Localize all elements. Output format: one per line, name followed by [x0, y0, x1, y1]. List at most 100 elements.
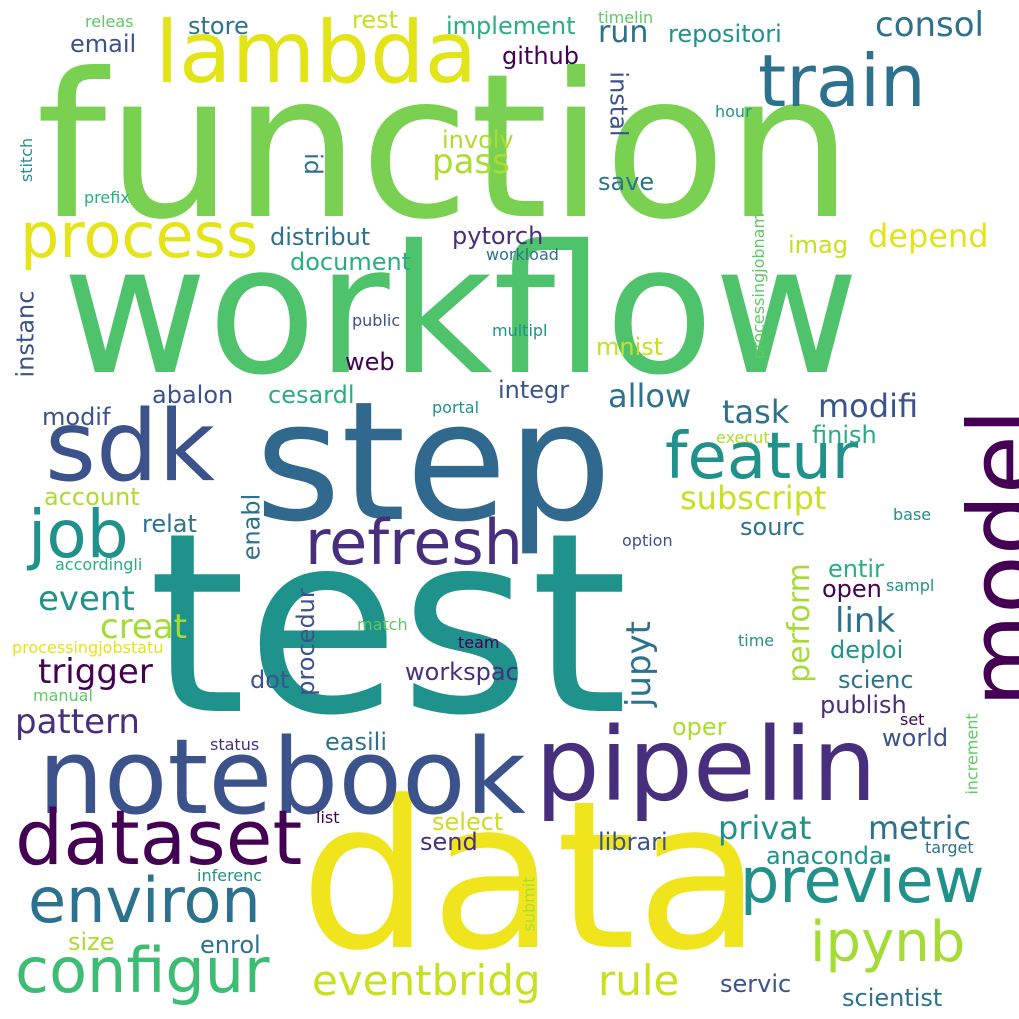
word-list: list	[316, 808, 340, 827]
word-modif: modif	[42, 403, 111, 431]
word-eventbridg: eventbridg	[312, 956, 541, 1005]
word-implement: implement	[446, 12, 576, 40]
word-instanc: instanc	[11, 290, 40, 378]
word-send: send	[420, 828, 478, 856]
word-step: step	[255, 366, 612, 558]
word-scienc: scienc	[838, 666, 914, 694]
word-featur: featur	[665, 420, 859, 494]
word-processingjobnam: processingjobnam	[749, 212, 769, 360]
word-configur: configur	[15, 934, 270, 1007]
word-world: world	[882, 724, 949, 752]
word-processingjobstatu: processingjobstatu	[12, 638, 164, 657]
word-sdk: sdk	[45, 390, 216, 504]
word-stitch: stitch	[17, 137, 37, 183]
word-portal: portal	[432, 398, 480, 417]
word-store: store	[188, 12, 249, 40]
word-email: email	[70, 30, 137, 58]
word-multipl: multipl	[492, 321, 548, 340]
word-anaconda: anaconda	[766, 842, 884, 870]
word-creat: creat	[100, 607, 188, 647]
word-size: size	[68, 928, 115, 956]
word-select: select	[432, 808, 504, 836]
word-save: save	[598, 168, 655, 196]
word-run: run	[598, 15, 649, 50]
word-preview: preview	[740, 844, 985, 917]
word-abalon: abalon	[152, 381, 234, 409]
word-environ: environ	[28, 864, 261, 937]
word-prefix: prefix	[84, 188, 130, 207]
word-status: status	[210, 735, 260, 754]
word-pass: pass	[432, 142, 510, 182]
word-dataset: dataset	[15, 793, 303, 882]
word-job: job	[28, 496, 129, 573]
word-test: test	[148, 479, 629, 770]
word-sampl: sampl	[886, 576, 935, 595]
word-involv: involv	[442, 126, 514, 154]
word-privat: privat	[718, 809, 812, 847]
word-deploi: deploi	[830, 636, 904, 664]
word-rule: rule	[598, 956, 680, 1005]
word-oper: oper	[672, 713, 727, 741]
word-metric: metric	[868, 809, 972, 847]
word-librari: librari	[598, 828, 668, 856]
word-timelin: timelin	[598, 8, 654, 27]
word-imag: imag	[788, 231, 848, 259]
word-distribut: distribut	[270, 223, 371, 251]
word-time: time	[738, 631, 775, 650]
word-public: public	[352, 311, 401, 330]
word-repositori: repositori	[668, 20, 782, 48]
word-refresh: refresh	[305, 506, 523, 579]
word-github: github	[502, 42, 579, 70]
word-link: link	[835, 601, 896, 641]
word-lambda: lambda	[155, 3, 478, 103]
word-mnist: mnist	[596, 333, 664, 361]
word-publish: publish	[820, 691, 907, 719]
word-document: document	[290, 248, 412, 276]
word-perform: perform	[781, 563, 817, 683]
word-jupyt: jupyt	[619, 620, 660, 708]
word-hour: hour	[715, 102, 752, 121]
word-team: team	[458, 633, 500, 652]
word-pipelin: pipelin	[535, 706, 877, 825]
word-target: target	[925, 838, 974, 857]
word-train: train	[758, 39, 926, 123]
word-consol: consol	[875, 5, 985, 45]
word-data: data	[300, 758, 762, 996]
word-web: web	[345, 348, 395, 376]
word-pattern: pattern	[15, 702, 140, 742]
word-instal: instal	[604, 71, 633, 137]
word-depend: depend	[868, 217, 989, 255]
word-releas: releas	[85, 12, 134, 31]
word-sourc: sourc	[740, 513, 805, 541]
word-rest: rest	[352, 6, 399, 34]
word-open: open	[822, 575, 882, 603]
word-id: id	[298, 153, 327, 175]
word-dot: dot	[250, 666, 290, 694]
word-process: process	[20, 199, 259, 272]
word-submit: submit	[519, 876, 539, 932]
word-manual: manual	[33, 686, 93, 705]
word-procedur: procedur	[291, 588, 320, 696]
word-pytorch: pytorch	[452, 222, 544, 250]
word-allow: allow	[608, 377, 692, 415]
word-servic: servic	[720, 970, 792, 998]
word-task: task	[722, 393, 790, 431]
word-scientist: scientist	[842, 984, 943, 1012]
word-workflow: workflow	[62, 207, 860, 414]
word-accordingli: accordingli	[55, 555, 143, 574]
word-cesardl: cesardl	[268, 381, 355, 409]
word-account: account	[44, 483, 140, 511]
word-option: option	[622, 531, 673, 550]
word-match: match	[357, 615, 408, 634]
word-integr: integr	[498, 376, 570, 404]
word-trigger: trigger	[38, 652, 153, 692]
word-set: set	[900, 710, 925, 729]
word-enabl: enabl	[237, 493, 266, 561]
word-function: function	[36, 31, 853, 264]
word-notebook: notebook	[38, 716, 526, 838]
word-subscript: subscript	[680, 479, 827, 517]
word-easili: easili	[325, 728, 387, 756]
word-execut: execut	[716, 428, 770, 447]
word-modifi: modifi	[818, 387, 919, 425]
